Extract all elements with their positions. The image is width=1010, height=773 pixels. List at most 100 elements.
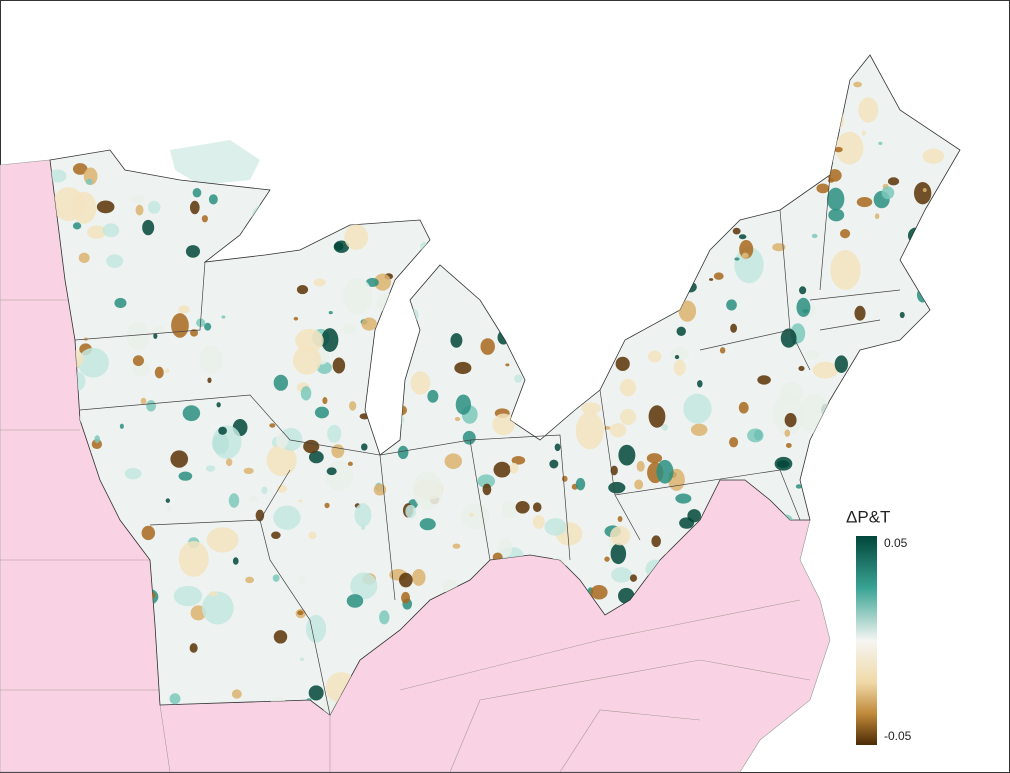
patch [913, 181, 932, 205]
patch [164, 368, 170, 374]
patch [554, 443, 561, 452]
legend-tick-label: -0.05 [884, 729, 912, 743]
patch [269, 423, 276, 428]
patch [726, 299, 737, 311]
patch [189, 643, 198, 653]
patch [321, 328, 339, 352]
patch [454, 417, 461, 422]
patch [747, 428, 764, 443]
patch [135, 204, 144, 216]
patch [255, 509, 265, 522]
patch [604, 556, 610, 562]
patch [72, 163, 88, 175]
patch [273, 505, 301, 530]
patch [741, 252, 750, 259]
patch [477, 474, 496, 489]
patch [629, 574, 638, 582]
patch [303, 439, 320, 454]
patch [185, 245, 201, 258]
patch [248, 496, 258, 502]
patch [796, 297, 811, 318]
patch [713, 272, 724, 280]
patch [308, 450, 324, 464]
patch [410, 371, 431, 395]
patch [77, 347, 109, 378]
patch [617, 515, 623, 523]
patch [350, 572, 378, 600]
patch [201, 215, 208, 223]
patch [795, 484, 802, 489]
patch [243, 467, 254, 474]
patch [856, 197, 873, 208]
patch [308, 531, 317, 540]
patch [719, 347, 726, 354]
patch [646, 453, 663, 464]
patch [273, 630, 288, 644]
patch [784, 413, 797, 428]
patch [922, 187, 927, 193]
patch [300, 386, 312, 401]
patch [106, 254, 124, 268]
patch [272, 574, 280, 582]
patch [333, 240, 350, 253]
patch [293, 316, 299, 321]
patch [231, 689, 242, 699]
patch [575, 411, 604, 450]
patch [347, 461, 353, 467]
patch [816, 183, 830, 194]
patch [676, 326, 686, 336]
patch [729, 437, 739, 448]
patch [218, 426, 227, 435]
patch [276, 432, 288, 449]
patch [515, 500, 530, 514]
patch [405, 504, 416, 519]
colorbar [856, 536, 877, 745]
patch [636, 460, 645, 472]
patch [651, 535, 661, 548]
patch [679, 517, 695, 529]
patch [532, 502, 542, 513]
patch [165, 498, 170, 503]
patch [343, 277, 373, 315]
patch [834, 355, 848, 373]
patch [96, 200, 115, 214]
patch [124, 467, 142, 480]
patch [298, 576, 306, 585]
patch [610, 465, 618, 476]
patch [469, 512, 474, 517]
patch [454, 361, 472, 375]
patch [738, 234, 747, 240]
patch [544, 518, 567, 536]
patch [178, 305, 190, 314]
patch [91, 439, 103, 450]
patch [854, 305, 866, 321]
patch [509, 462, 519, 474]
patch [342, 324, 357, 334]
patch [245, 576, 255, 584]
patch [532, 515, 545, 529]
patch [419, 518, 436, 531]
patch [675, 493, 692, 504]
patch [827, 187, 845, 211]
patch [549, 459, 559, 469]
patch [835, 131, 864, 165]
patch [784, 429, 791, 437]
patch [830, 250, 861, 290]
patch [615, 356, 630, 372]
patch [618, 444, 636, 466]
patch [216, 402, 221, 408]
patch [732, 227, 741, 235]
patch [899, 311, 905, 319]
patch [853, 81, 862, 88]
patch [799, 286, 807, 295]
patch [132, 355, 145, 367]
patch [709, 278, 714, 281]
patch [827, 169, 842, 182]
patch [697, 380, 703, 388]
patch [170, 450, 189, 468]
patch [678, 300, 697, 322]
patch [798, 365, 805, 372]
patch [313, 278, 326, 287]
patch [647, 350, 662, 363]
